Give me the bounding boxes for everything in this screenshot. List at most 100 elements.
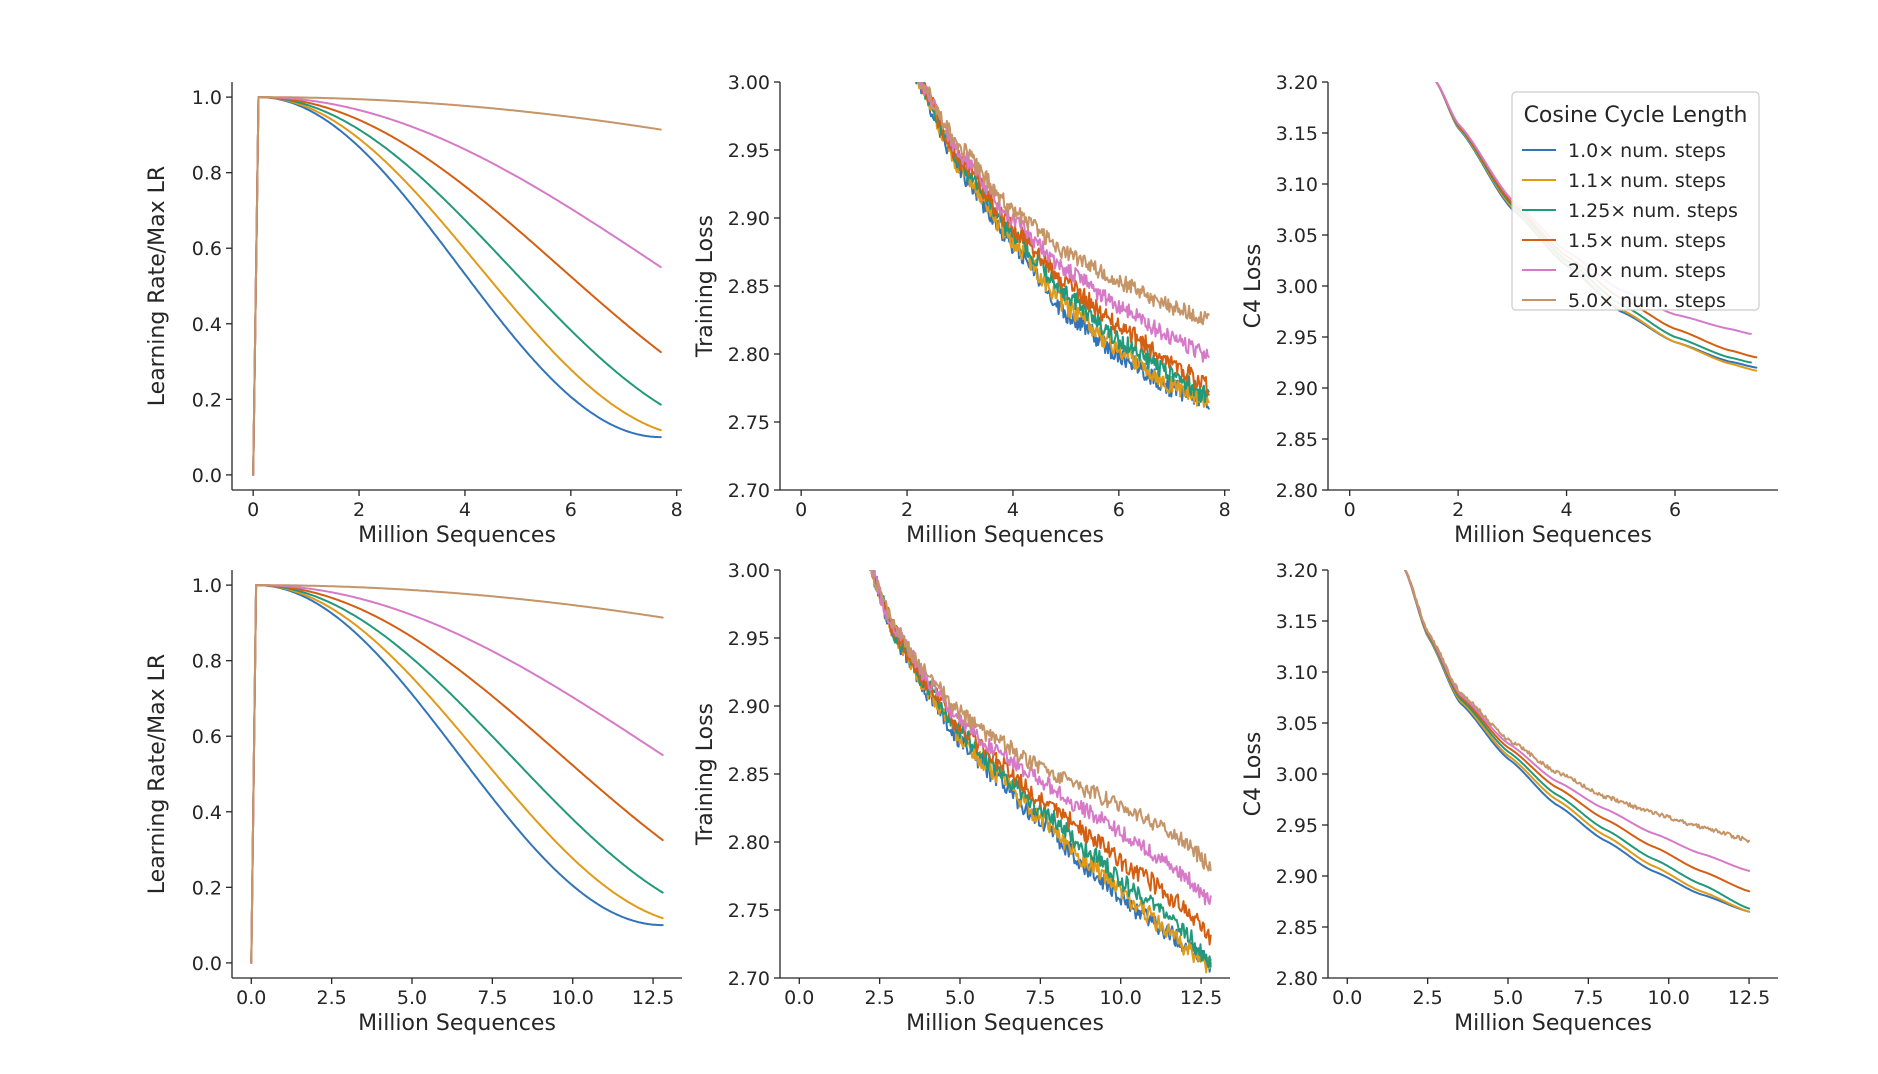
y-tick-label: 0.6	[192, 726, 222, 748]
y-tick-label: 2.95	[1276, 815, 1318, 837]
y-tick-label: 2.75	[728, 900, 770, 922]
series-line-1-1	[250, 584, 664, 964]
y-tick-label: 2.95	[1276, 327, 1318, 349]
series-group	[250, 584, 664, 964]
x-tick-label: 2.5	[1413, 987, 1443, 1009]
y-tick-label: 3.10	[1276, 662, 1318, 684]
x-tick-label: 5.0	[397, 987, 427, 1009]
x-tick-label: 4	[1007, 499, 1019, 521]
y-axis-label: Training Loss	[693, 215, 718, 358]
series-group	[869, 570, 1212, 974]
x-tick-label: 12.5	[632, 987, 674, 1009]
series-line-1-25	[869, 570, 1212, 969]
series-line-1-0	[250, 584, 664, 964]
series-line-1-25	[252, 96, 662, 476]
x-axis-label: Million Sequences	[906, 1011, 1104, 1036]
y-tick-label: 0.6	[192, 238, 222, 260]
x-tick-label: 6	[565, 499, 577, 521]
x-tick-label: 7.5	[1573, 987, 1603, 1009]
series-line-2-0	[252, 96, 662, 476]
y-tick-label: 2.95	[728, 140, 770, 162]
legend-entry-label: 1.1× num. steps	[1568, 170, 1726, 192]
x-tick-label: 2	[353, 499, 365, 521]
series-group	[252, 96, 662, 476]
y-tick-label: 1.0	[192, 575, 222, 597]
series-line-1-25	[1404, 570, 1751, 910]
series-line-1-5	[1404, 570, 1751, 893]
x-tick-label: 0	[795, 499, 807, 521]
x-axis-label: Million Sequences	[1454, 523, 1652, 548]
x-tick-label: 12.5	[1180, 987, 1222, 1009]
y-tick-label: 0.4	[192, 802, 222, 824]
x-tick-label: 8	[671, 499, 683, 521]
series-line-2-0	[918, 82, 1210, 363]
y-tick-label: 3.00	[728, 560, 770, 582]
legend-entry-label: 1.25× num. steps	[1568, 200, 1738, 222]
series-line-1-25	[250, 584, 664, 964]
x-tick-label: 0	[247, 499, 259, 521]
y-tick-label: 2.85	[728, 276, 770, 298]
y-tick-label: 0.8	[192, 651, 222, 673]
y-tick-label: 2.80	[728, 832, 770, 854]
y-tick-label: 2.85	[1276, 917, 1318, 939]
x-axis-label: Million Sequences	[1454, 1011, 1652, 1036]
y-tick-label: 2.90	[728, 208, 770, 230]
x-tick-label: 10.0	[1648, 987, 1690, 1009]
legend-entry-label: 1.0× num. steps	[1568, 140, 1726, 162]
y-tick-label: 2.80	[728, 344, 770, 366]
y-tick-label: 3.20	[1276, 72, 1318, 94]
series-line-5-0	[252, 96, 662, 476]
y-tick-label: 3.20	[1276, 560, 1318, 582]
y-tick-label: 2.70	[728, 480, 770, 502]
x-tick-label: 6	[1113, 499, 1125, 521]
series-line-5-0	[1404, 570, 1751, 844]
y-tick-label: 0.4	[192, 314, 222, 336]
y-axis-label: Training Loss	[693, 703, 718, 846]
y-tick-label: 3.15	[1276, 123, 1318, 145]
x-tick-label: 0.0	[236, 987, 266, 1009]
series-line-1-25	[916, 82, 1210, 403]
x-tick-label: 2.5	[317, 987, 347, 1009]
x-tick-label: 7.5	[477, 987, 507, 1009]
series-group	[1404, 570, 1751, 913]
y-tick-label: 0.0	[192, 953, 222, 975]
x-tick-label: 0	[1344, 499, 1356, 521]
x-tick-label: 12.5	[1728, 987, 1770, 1009]
series-line-2-0	[1404, 570, 1751, 872]
x-axis-label: Million Sequences	[906, 523, 1104, 548]
x-tick-label: 2.5	[865, 987, 895, 1009]
y-axis-label: C4 Loss	[1241, 732, 1266, 817]
y-tick-label: 0.2	[192, 877, 222, 899]
x-tick-label: 5.0	[1493, 987, 1523, 1009]
panel-lr-bottom: 0.0 2.5 5.0 7.5 10.0 12.5 0.0 0.2 0.4 0.6 0.8 1.0 Mi…	[145, 570, 682, 1036]
y-tick-label: 3.00	[1276, 764, 1318, 786]
y-axis-label: C4 Loss	[1241, 244, 1266, 329]
y-tick-label: 1.0	[192, 87, 222, 109]
y-tick-label: 3.00	[1276, 276, 1318, 298]
y-tick-label: 2.90	[728, 696, 770, 718]
panel-c4-bottom: 0.0 2.5 5.0 7.5 10.0 12.5 2.80 2.85 2.90 2.95 3.00…	[1241, 560, 1778, 1036]
series-line-1-5	[920, 82, 1210, 396]
series-line-5-0	[250, 584, 664, 964]
chart-panels: 0 2 4 6 8 0.0 0.2 0.4 0.6 0.8 1.0 Million Sequences…	[145, 72, 1778, 1036]
x-tick-label: 10.0	[552, 987, 594, 1009]
legend-entry-label: 5.0× num. steps	[1568, 290, 1726, 312]
x-tick-label: 0.0	[1332, 987, 1362, 1009]
series-line-1-5	[252, 96, 662, 476]
y-tick-label: 2.90	[1276, 866, 1318, 888]
y-axis-label: Learning Rate/Max LR	[145, 654, 170, 894]
y-tick-label: 0.8	[192, 163, 222, 185]
series-line-2-0	[250, 584, 664, 964]
x-tick-label: 0.0	[784, 987, 814, 1009]
panel-lr-top: 0 2 4 6 8 0.0 0.2 0.4 0.6 0.8 1.0 Million Sequences…	[145, 82, 683, 548]
y-tick-label: 2.85	[728, 764, 770, 786]
x-tick-label: 6	[1669, 499, 1681, 521]
panel-train-bottom: 0.0 2.5 5.0 7.5 10.0 12.5 2.70 2.75 2.80 2.85 2.90…	[693, 560, 1230, 1036]
series-line-5-0	[917, 82, 1210, 326]
series-line-1-0	[1404, 570, 1751, 913]
series-line-1-5	[250, 584, 664, 964]
y-tick-label: 3.10	[1276, 174, 1318, 196]
x-tick-label: 2	[1452, 499, 1464, 521]
legend-frame	[1511, 91, 1760, 311]
